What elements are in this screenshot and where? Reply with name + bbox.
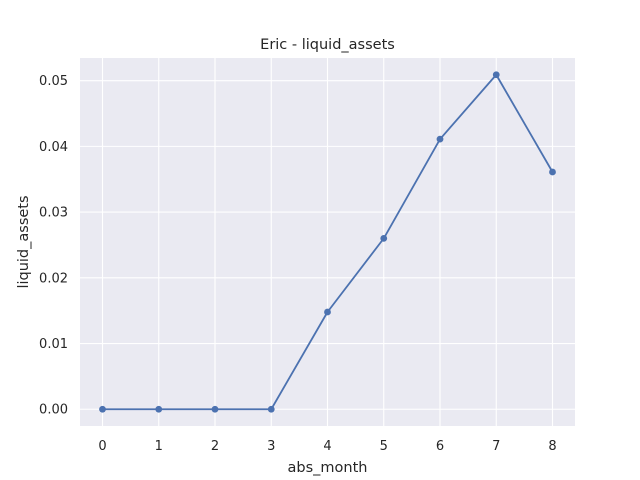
y-tick-label: 0.02: [39, 271, 68, 286]
data-point: [436, 135, 444, 143]
y-tick-label: 0.05: [39, 74, 68, 89]
x-tick-label: 0: [98, 439, 106, 454]
tick-labels: 0 1 2 3 4 5 6 7 8 0.00 0.01 0.02 0.03 0.04 0.05: [39, 74, 557, 454]
x-tick-label: 6: [436, 439, 444, 454]
data-point: [211, 405, 219, 413]
y-tick-label: 0.01: [39, 337, 68, 352]
x-tick-label: 8: [548, 439, 556, 454]
x-axis-label: abs_month: [288, 460, 368, 476]
y-tick-label: 0.00: [39, 403, 68, 418]
series-layer: [99, 71, 556, 413]
y-tick-label: 0.04: [39, 140, 68, 155]
x-tick-label: 1: [155, 439, 163, 454]
x-tick-label: 2: [211, 439, 219, 454]
x-tick-label: 4: [323, 439, 331, 454]
x-tick-label: 3: [267, 439, 275, 454]
x-tick-label: 5: [380, 439, 388, 454]
data-point: [492, 71, 500, 79]
grid: [80, 58, 575, 426]
data-point: [324, 308, 331, 316]
chart-title: Eric - liquid_assets: [260, 37, 395, 53]
y-axis-label: liquid_assets: [16, 195, 32, 288]
data-point: [267, 405, 275, 413]
data-point: [155, 405, 163, 413]
x-tick-label: 7: [492, 439, 500, 454]
data-point: [99, 405, 106, 413]
data-point: [380, 234, 388, 242]
data-point: [549, 168, 556, 176]
y-tick-label: 0.03: [39, 206, 68, 221]
